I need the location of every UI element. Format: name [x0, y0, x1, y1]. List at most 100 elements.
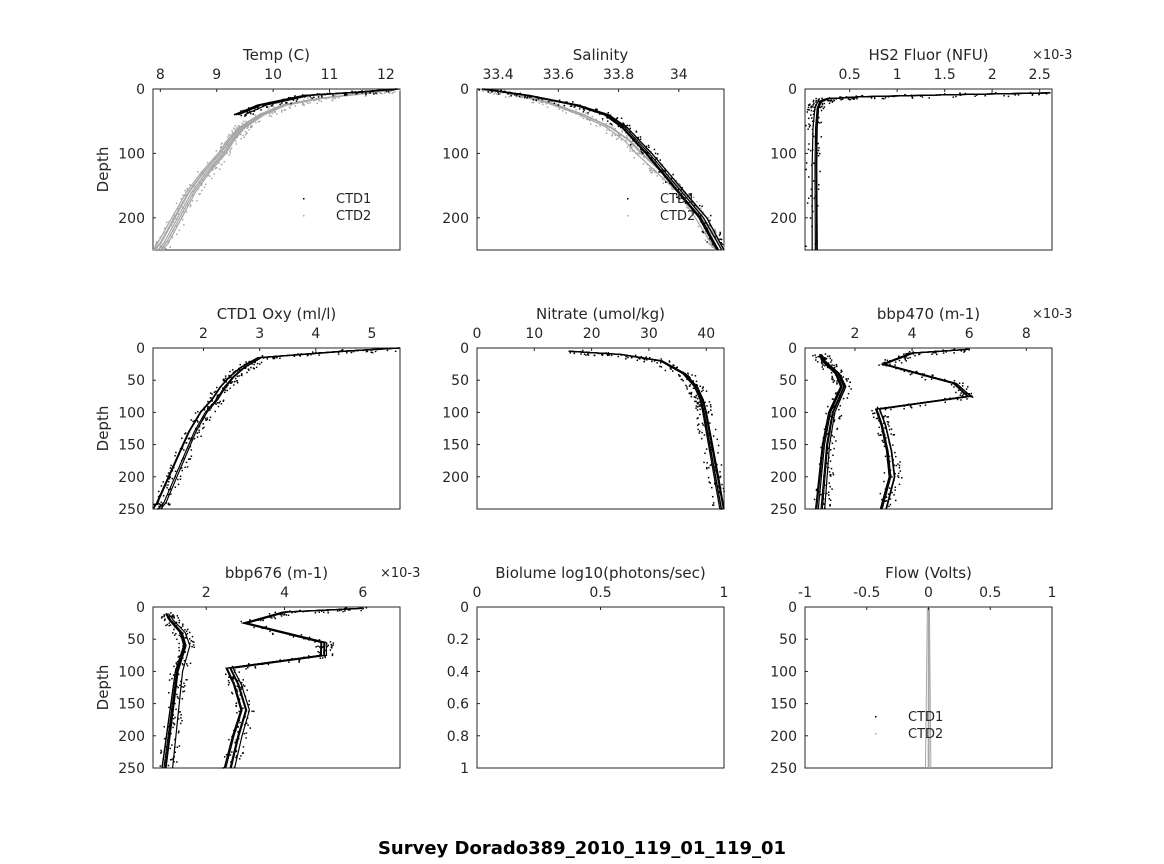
data-point — [828, 471, 831, 473]
data-point — [238, 698, 240, 700]
data-point — [706, 467, 708, 470]
data-point — [691, 212, 694, 215]
data-point — [698, 432, 701, 434]
data-point — [836, 382, 838, 384]
data-point — [310, 353, 312, 356]
data-point — [647, 144, 650, 147]
data-point — [190, 439, 193, 441]
data-point — [811, 164, 813, 166]
data-point — [1011, 93, 1013, 95]
data-point — [883, 445, 886, 448]
data-point — [220, 157, 223, 160]
data-point — [206, 418, 208, 421]
data-point — [882, 422, 885, 425]
data-point — [223, 379, 226, 381]
data-point — [173, 617, 176, 619]
data-point — [200, 171, 203, 174]
data-point — [281, 613, 283, 616]
y-tick-label: 0 — [788, 82, 797, 98]
data-point — [211, 398, 213, 400]
data-point — [807, 128, 809, 130]
data-point — [708, 219, 710, 222]
data-point — [260, 361, 263, 364]
data-point — [222, 379, 225, 382]
data-point — [908, 351, 911, 353]
data-point — [207, 400, 209, 403]
data-point — [307, 655, 310, 657]
data-point — [895, 367, 897, 370]
data-point — [563, 106, 566, 108]
data-point — [839, 96, 841, 98]
legend-label: CTD1 — [660, 192, 695, 207]
data-point — [709, 482, 712, 484]
data-point — [574, 111, 577, 113]
data-point — [698, 389, 700, 392]
data-point — [672, 185, 675, 187]
data-point — [178, 619, 181, 622]
data-point — [495, 93, 498, 95]
data-point — [584, 106, 587, 108]
data-point — [177, 665, 180, 668]
data-point — [245, 361, 247, 363]
data-point — [826, 448, 829, 450]
data-point — [302, 610, 305, 613]
data-point — [697, 391, 700, 394]
data-point — [950, 383, 953, 386]
data-point — [878, 419, 880, 422]
data-point — [642, 163, 645, 165]
data-point — [227, 679, 230, 682]
data-point — [197, 171, 199, 173]
data-point — [822, 498, 825, 500]
data-point — [273, 111, 276, 113]
data-point — [184, 194, 187, 197]
data-point — [954, 383, 957, 385]
data-point — [175, 621, 178, 624]
data-point — [262, 105, 264, 108]
data-point — [531, 101, 533, 104]
data-point — [217, 396, 220, 399]
data-point — [930, 378, 933, 380]
data-point — [715, 231, 717, 233]
data-point — [324, 93, 327, 96]
data-point — [320, 95, 323, 97]
data-point — [830, 431, 833, 433]
data-point — [232, 371, 235, 374]
data-point — [247, 126, 249, 128]
data-point — [887, 421, 890, 423]
data-point — [565, 112, 567, 114]
data-point — [334, 94, 336, 97]
data-point — [890, 433, 892, 435]
data-point — [183, 659, 186, 662]
data-point — [388, 92, 391, 94]
data-point — [843, 385, 846, 387]
data-point — [318, 354, 320, 356]
data-point — [887, 423, 889, 425]
data-point — [305, 101, 308, 103]
data-point — [291, 611, 293, 614]
data-point — [714, 236, 716, 238]
data-point — [637, 138, 639, 140]
data-point — [581, 115, 584, 118]
data-point — [185, 634, 188, 636]
data-point — [174, 454, 176, 457]
data-point — [173, 628, 175, 631]
data-point — [241, 686, 244, 688]
data-point — [699, 224, 702, 227]
data-point — [242, 679, 245, 681]
data-point — [163, 615, 165, 618]
data-point — [714, 228, 716, 230]
data-point — [961, 395, 963, 397]
data-point — [210, 407, 213, 409]
data-point — [187, 437, 190, 440]
data-point — [174, 622, 176, 624]
data-point — [670, 178, 673, 181]
axes-box — [476, 606, 725, 769]
data-point — [671, 177, 673, 179]
y-tick-label: 250 — [770, 502, 797, 518]
data-point — [236, 712, 238, 714]
data-point — [660, 358, 663, 360]
data-point — [196, 419, 199, 422]
data-point — [931, 353, 933, 355]
data-point — [342, 349, 344, 351]
data-point — [661, 164, 664, 166]
